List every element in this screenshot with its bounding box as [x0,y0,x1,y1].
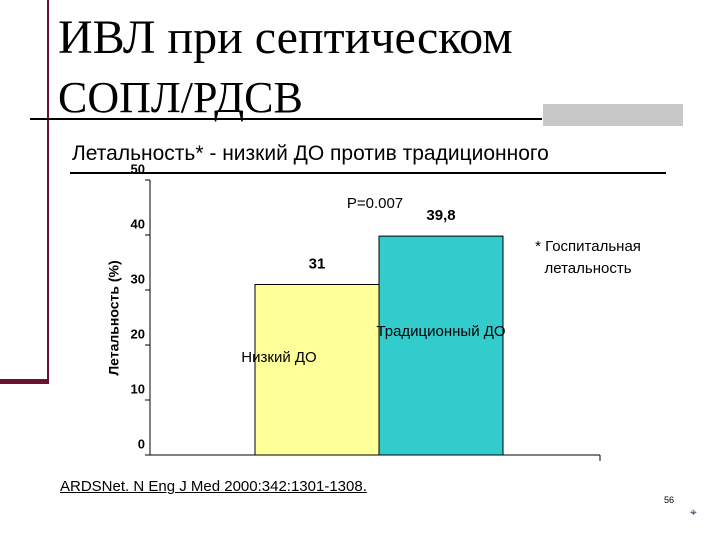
citation: ARDSNet. N Eng J Med 2000:342:1301-1308. [60,478,367,495]
footnote: * Госпитальная летальность [535,238,641,277]
title: СОПЛ/РДСВ [58,73,303,122]
value-label: 39,8 [426,207,455,224]
y-tick-label: 30 [131,271,145,286]
side-rule [47,0,49,384]
bar [378,235,504,456]
y-tick-label: 20 [131,326,145,341]
nav-icon[interactable]: ⌖ [690,505,697,519]
y-tick-label: 10 [131,381,145,396]
y-tick-label: 40 [131,216,145,231]
bar [254,284,380,456]
y-tick-label: 0 [138,436,145,451]
y-axis-label: Летальность (%) [106,260,122,375]
side-bar [0,379,48,384]
page-number: 56 [664,495,675,505]
y-tick-label: 50 [131,161,145,176]
subtitle: Летальность* - низкий ДО против традицио… [72,142,549,165]
title-box [543,104,683,126]
title: ИВЛ при септическом [58,11,513,64]
category-label: Традиционный ДО [376,323,506,340]
subtitle-rule [70,172,666,174]
annotation: P=0.007 [346,195,404,212]
value-label: 31 [309,255,326,272]
category-label: Низкий ДО [241,349,317,366]
title-rule [30,118,542,120]
